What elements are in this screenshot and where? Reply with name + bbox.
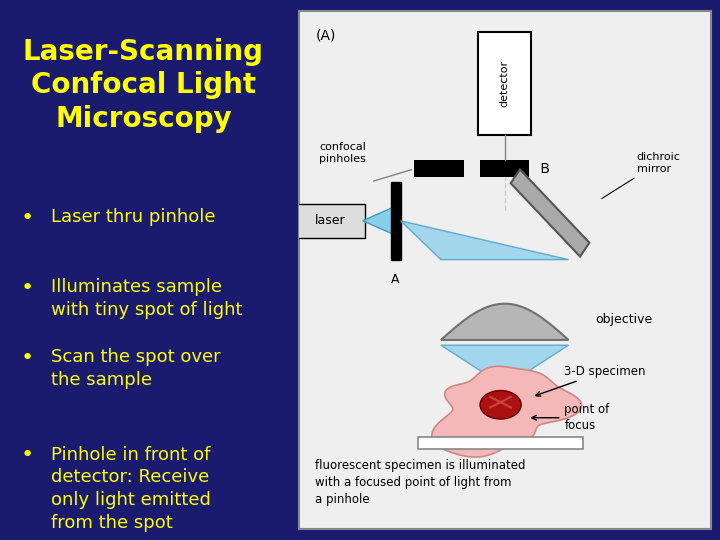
Text: confocal
pinholes: confocal pinholes [320,142,366,164]
Text: •: • [21,208,34,228]
Text: laser: laser [315,214,345,227]
Polygon shape [432,366,582,457]
Text: detector: detector [500,60,510,107]
Polygon shape [441,345,569,387]
Text: objective: objective [595,313,652,326]
Polygon shape [441,303,569,340]
Text: Laser-Scanning
Confocal Light
Microscopy: Laser-Scanning Confocal Light Microscopy [23,38,264,133]
Bar [414,160,464,178]
Text: Pinhole in front of
detector: Receive
only light emitted
from the spot: Pinhole in front of detector: Receive on… [51,446,211,532]
FancyBboxPatch shape [292,204,365,238]
Polygon shape [510,170,590,256]
Text: (A): (A) [315,29,336,43]
Ellipse shape [480,390,521,419]
Text: fluorescent specimen is illuminated
with a focused point of light from
a pinhole: fluorescent specimen is illuminated with… [315,459,526,506]
Text: •: • [21,348,34,368]
Text: •: • [21,446,34,465]
Polygon shape [363,206,395,235]
Text: •: • [21,278,34,298]
Bar [391,182,400,260]
Text: Scan the spot over
the sample: Scan the spot over the sample [51,348,220,389]
Text: point of
focus: point of focus [531,403,610,432]
Bar [418,437,583,449]
Bar [480,160,529,178]
Text: dichroic
mirror: dichroic mirror [636,152,680,174]
Text: 3-D specimen: 3-D specimen [536,364,646,396]
Text: Laser thru pinhole: Laser thru pinhole [51,208,215,226]
Polygon shape [400,221,569,260]
Bar [478,31,531,135]
Text: A: A [392,273,400,286]
Text: B: B [536,162,549,176]
Text: Illuminates sample
with tiny spot of light: Illuminates sample with tiny spot of lig… [51,278,243,319]
